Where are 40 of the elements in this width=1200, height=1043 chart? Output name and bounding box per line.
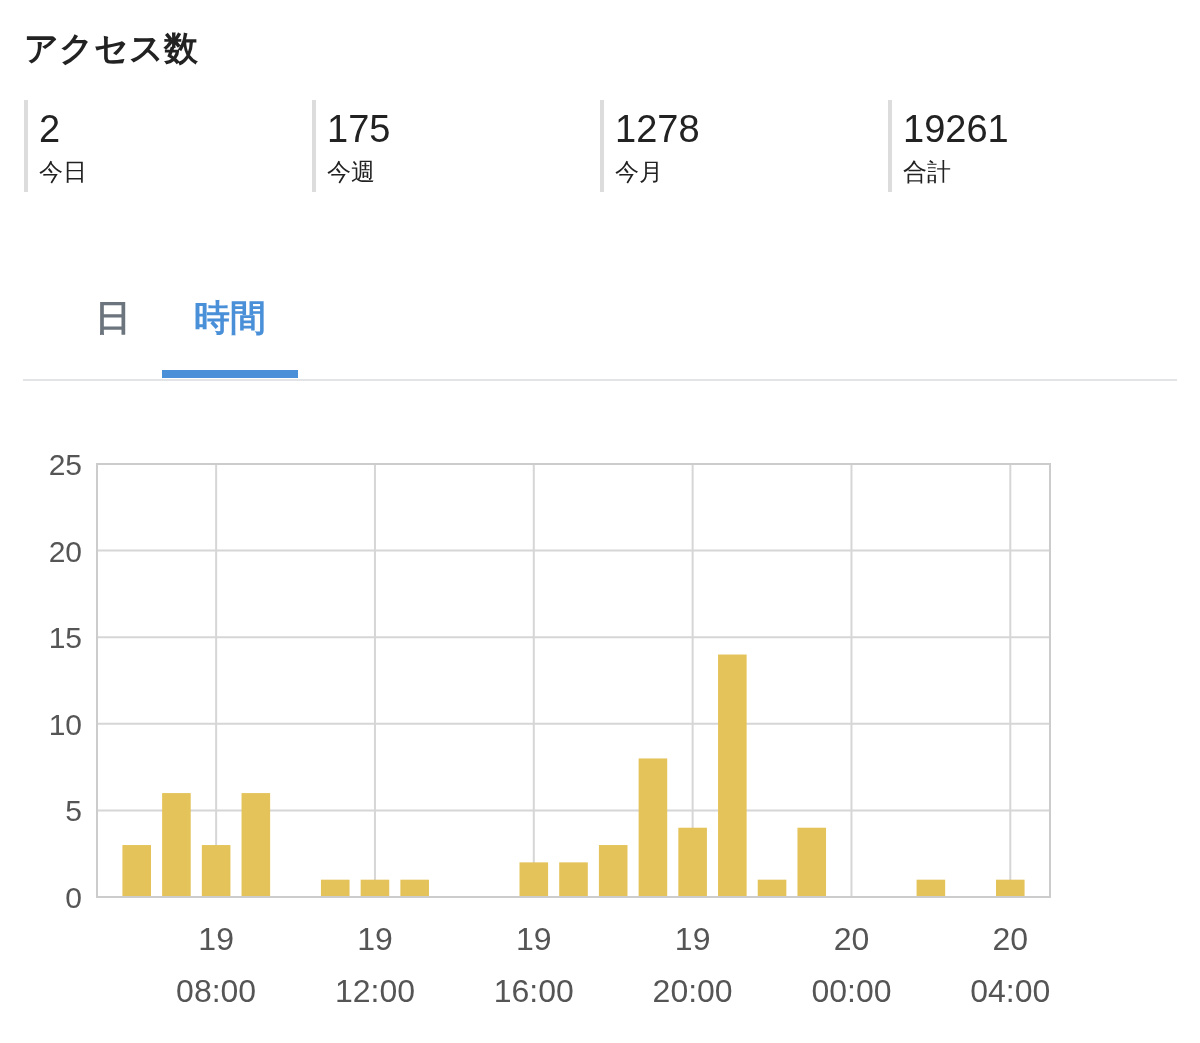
y-tick-label: 15 xyxy=(48,621,82,655)
bar xyxy=(122,845,151,897)
bar xyxy=(916,879,946,897)
bar xyxy=(797,827,827,897)
x-tick-label: 20 00:00 xyxy=(811,921,892,1009)
bar xyxy=(598,845,628,897)
bar xyxy=(360,879,390,897)
category-label: 今日 xyxy=(39,158,87,185)
bar xyxy=(638,758,668,897)
bar xyxy=(559,862,588,897)
bar xyxy=(320,879,350,897)
data-label: 19261 xyxy=(903,108,1009,150)
category-label: 今月 xyxy=(615,158,663,185)
data-label: 1278 xyxy=(615,108,700,150)
bar xyxy=(996,879,1025,897)
x-tick-label: 19 12:00 xyxy=(334,921,415,1009)
category-label: 今週 xyxy=(327,158,375,185)
bar xyxy=(718,654,747,897)
bar xyxy=(162,793,191,897)
y-tick-label: 25 xyxy=(48,448,82,481)
x-tick-label: 19 20:00 xyxy=(652,921,733,1009)
bar xyxy=(400,879,429,897)
category-label: 合計 xyxy=(903,158,951,185)
text: 時間 xyxy=(194,297,266,338)
bar xyxy=(241,793,271,897)
y-tick-label: 5 xyxy=(65,794,82,828)
bar xyxy=(757,879,787,897)
y-tick-label: 0 xyxy=(65,881,82,914)
bar xyxy=(678,827,707,897)
text: アクセス数 xyxy=(24,29,199,67)
text: 日 xyxy=(95,297,131,338)
bar xyxy=(519,862,549,897)
data-label: 175 xyxy=(327,108,391,150)
x-tick-label: 20 04:00 xyxy=(970,921,1051,1009)
y-tick-label: 20 xyxy=(48,534,82,568)
data-label: 2 xyxy=(39,108,61,150)
bar xyxy=(201,845,231,897)
x-tick-label: 19 08:00 xyxy=(176,921,257,1009)
y-tick-label: 10 xyxy=(48,707,82,741)
x-tick-label: 19 16:00 xyxy=(493,921,574,1009)
